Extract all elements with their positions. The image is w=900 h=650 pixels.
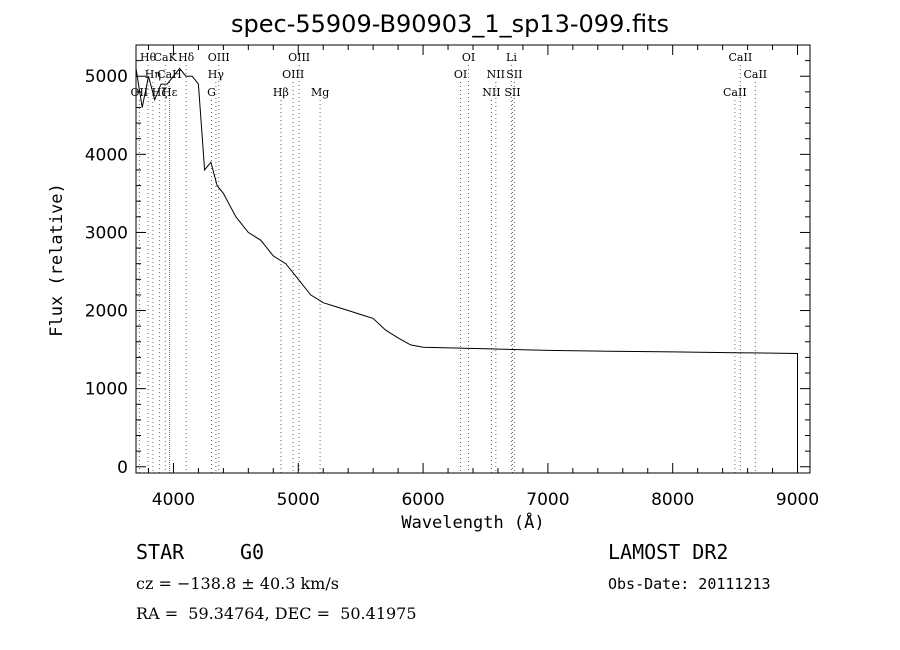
line-label: G <box>207 86 216 99</box>
x-tick-label: 9000 <box>776 490 819 510</box>
line-label: CaK <box>154 51 178 64</box>
redshift-cz: cz = −138.8 ± 40.3 km/s <box>136 574 339 593</box>
line-label: Hζ <box>152 86 168 99</box>
line-label: Hδ <box>178 51 195 64</box>
line-label: Hη <box>145 68 161 81</box>
x-tick-label: 4000 <box>152 490 195 510</box>
line-label: Li <box>506 51 517 64</box>
line-label: CaII <box>723 86 747 99</box>
y-tick-label: 4000 <box>85 145 128 165</box>
line-label: OIII <box>208 51 230 64</box>
spectral-line-markers <box>138 65 756 473</box>
line-label: OI <box>462 51 475 64</box>
line-label: Hγ <box>208 68 225 81</box>
ra-dec: RA = 59.34764, DEC = 50.41975 <box>136 604 417 623</box>
y-tick-label: 0 <box>117 458 128 478</box>
spectral-line-labels: OII Hθ Hη Hζ CaK CaH Hε Hδ OIII Hγ G Hβ OIII OIII Mg OI… <box>131 51 768 99</box>
x-tick-label: 8000 <box>651 490 694 510</box>
line-label: OI <box>454 68 467 81</box>
plot-frame <box>135 44 811 474</box>
line-label: Hε <box>162 86 178 99</box>
x-axis-label: Wavelength (Å) <box>401 513 545 533</box>
line-label: Mg <box>311 86 329 99</box>
y-tick-label: 5000 <box>85 67 128 87</box>
spectrum-line <box>135 67 798 467</box>
line-label: SII <box>506 68 522 81</box>
x-tick-label: 5000 <box>277 490 320 510</box>
star-class: STAR <box>136 540 185 564</box>
y-tick-label: 3000 <box>85 223 128 243</box>
axis-ticks: 4000 5000 6000 7000 8000 9000 0 1000 2000 3000 400… <box>85 45 819 510</box>
line-label: CaH <box>157 68 182 81</box>
line-label: NII <box>487 68 505 81</box>
survey-name: LAMOST DR2 <box>608 540 729 564</box>
line-label: Hβ <box>273 86 289 99</box>
y-tick-label: 1000 <box>85 380 128 400</box>
star-subclass: G0 <box>240 540 265 564</box>
y-tick-label: 2000 <box>85 302 128 322</box>
x-tick-label: 6000 <box>401 490 444 510</box>
line-label: SII <box>504 86 520 99</box>
line-label: OIII <box>282 68 304 81</box>
line-label: Hθ <box>140 51 157 64</box>
x-tick-label: 7000 <box>526 490 569 510</box>
obs-date: Obs-Date: 20111213 <box>608 575 771 593</box>
y-axis-label: Flux (relative) <box>47 183 67 337</box>
line-label: CaII <box>743 68 767 81</box>
line-label: CaII <box>729 51 753 64</box>
line-label: OIII <box>288 51 310 64</box>
chart-title: spec-55909-B90903_1_sp13-099.fits <box>231 10 669 38</box>
line-label: OII <box>131 86 149 99</box>
line-label: NII <box>482 86 500 99</box>
